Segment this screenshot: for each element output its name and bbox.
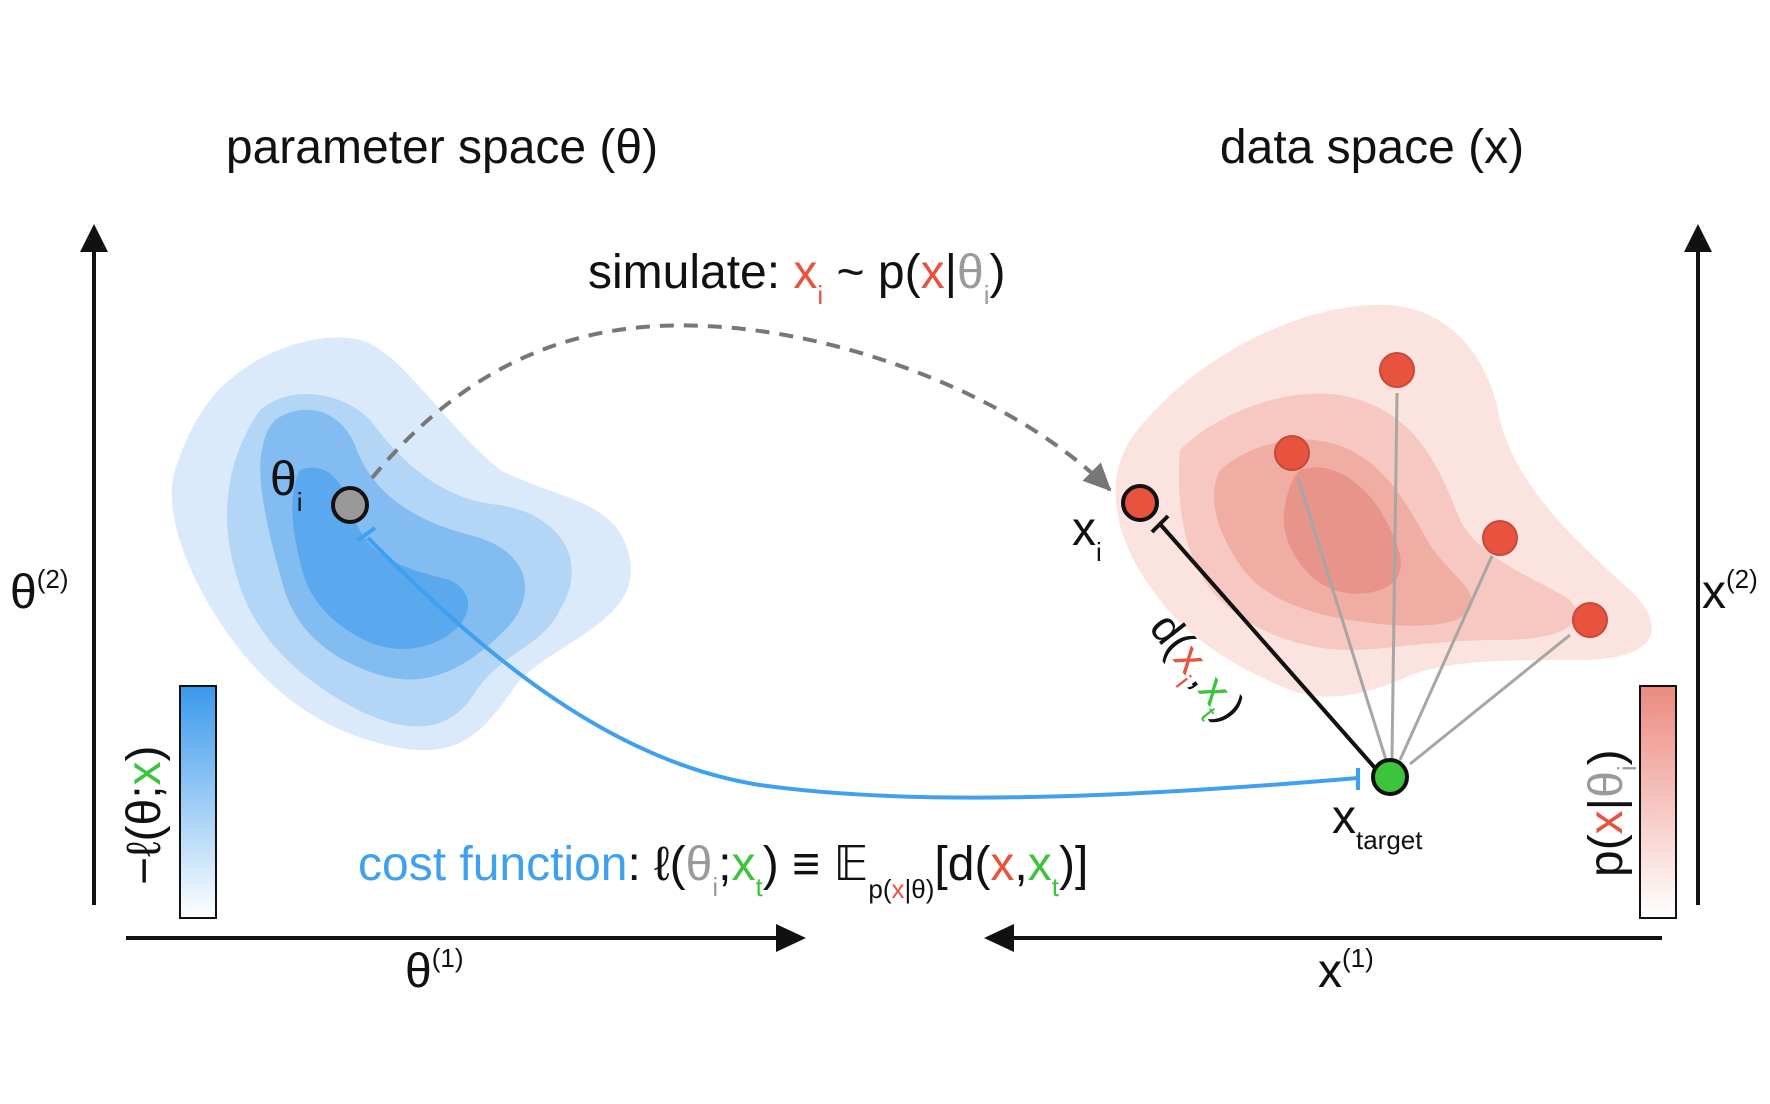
x-i-base: x: [1072, 503, 1096, 556]
cost-xt: x: [731, 838, 755, 891]
distance-line: [1158, 522, 1377, 770]
x2-axis-label: x(2): [1702, 564, 1758, 619]
theta-i-label: θi: [270, 453, 302, 517]
x-target-sub: target: [1356, 825, 1423, 855]
simulate-x2: x: [921, 246, 945, 299]
colorbar-theta-sub: i: [1612, 765, 1642, 771]
x1-axis-sup: (1): [1342, 943, 1374, 973]
x2-axis-sup: (2): [1726, 564, 1758, 594]
simulate-theta: θ: [957, 246, 984, 299]
cost-colorbar-label: −ℓ(θ;x): [118, 745, 171, 885]
cost-e-sub-bar: |θ): [905, 874, 935, 904]
data-density-contours: [1115, 304, 1652, 697]
simulate-x-sub: i: [817, 280, 823, 310]
colorbar-close: ): [118, 745, 171, 761]
parameter-space-title: parameter space (θ): [226, 121, 658, 174]
cost-xt-sub: t: [755, 872, 763, 902]
cost-ell: ℓ(: [654, 838, 686, 891]
theta-i-point: [331, 486, 369, 524]
simulate-close: ): [990, 246, 1006, 299]
x-i-label: xi: [1072, 503, 1102, 567]
cost-xt2-sub: t: [1052, 872, 1060, 902]
theta1-axis-sup: (1): [432, 943, 464, 973]
cost-curve-tee-theta: [356, 526, 377, 542]
likelihood-colorbar-label: p(x|θi): [1580, 749, 1642, 877]
cost-bracket: [d(: [934, 838, 990, 891]
distance-line-tee: [1150, 514, 1170, 534]
simulate-label: simulate: xi ~ p(x|θi): [588, 246, 1006, 310]
simulate-prefix: simulate:: [588, 246, 793, 299]
sample-point-3: [1482, 520, 1518, 556]
x-target-base: x: [1332, 791, 1356, 844]
x1-axis-label: x(1): [1318, 943, 1374, 998]
x1-axis-arrowhead: [984, 924, 1014, 952]
cost-theta-sub: i: [712, 872, 718, 902]
cost-semi: ;: [718, 838, 731, 891]
simulate-theta-sub: i: [984, 280, 990, 310]
sample-line-4: [1409, 633, 1571, 766]
sample-line-1: [1296, 477, 1388, 761]
colorbar-theta: θ: [1580, 771, 1633, 798]
cost-equiv: ) ≡: [763, 838, 834, 891]
colorbar-rclose: ): [1580, 749, 1633, 765]
cost-e-sub-x: x: [892, 874, 905, 904]
likelihood-colorbar: [1639, 685, 1677, 919]
sample-line-2: [1390, 392, 1399, 759]
parameter-density-contours: [171, 337, 631, 751]
cost-e-sub-p: p(: [868, 874, 891, 904]
theta1-axis-arrowhead: [776, 924, 806, 952]
theta-i-base: θ: [270, 453, 297, 506]
x-target-point: [1371, 758, 1409, 796]
cost-x: x: [990, 838, 1014, 891]
cost-feedback-curve: [366, 536, 1359, 800]
cost-xt2: x: [1028, 838, 1052, 891]
x-i-sub: i: [1096, 537, 1102, 567]
red-contour-core: [1283, 467, 1401, 594]
x2-axis-arrowhead: [1684, 224, 1712, 252]
simulate-bar: |: [945, 246, 957, 299]
x-i-point: [1121, 484, 1159, 522]
sample-distance-lines: [1296, 392, 1571, 766]
colorbar-x: x: [118, 761, 171, 785]
sample-line-3: [1398, 555, 1494, 761]
colorbar-p: p(: [1580, 834, 1633, 877]
sample-point-1: [1274, 435, 1310, 471]
sample-point-4: [1572, 602, 1608, 638]
simulate-x: x: [793, 246, 817, 299]
colorbar-rx: x: [1580, 810, 1633, 834]
cost-label: cost function: [358, 838, 627, 891]
cost-comma: ,: [1014, 838, 1027, 891]
data-space-title: data space (x): [1220, 121, 1524, 174]
theta2-axis-base: θ: [10, 566, 37, 619]
sample-point-2: [1379, 352, 1415, 388]
data-space-axes: [984, 224, 1712, 952]
cost-end: )]: [1059, 838, 1088, 891]
cost-theta: θ: [686, 838, 713, 891]
theta2-axis-arrowhead: [80, 224, 108, 252]
x-target-label: xtarget: [1332, 791, 1423, 855]
x1-axis-base: x: [1318, 945, 1342, 998]
x2-axis-base: x: [1702, 566, 1726, 619]
parameter-space-axes: [80, 224, 806, 952]
colorbar-minus-ell: −ℓ(θ;: [118, 785, 171, 885]
theta1-axis-label: θ(1): [405, 943, 463, 998]
theta-i-sub: i: [297, 487, 303, 517]
cost-expectation: 𝔼: [833, 838, 868, 891]
theta2-axis-sup: (2): [37, 564, 69, 594]
colorbar-bar: |: [1580, 798, 1633, 810]
simulate-tilde: ~ p(: [823, 246, 920, 299]
simulate-arrow: [370, 323, 1112, 492]
cost-colorbar: [179, 685, 217, 919]
cost-function-equation: cost function: ℓ(θi;xt) ≡ 𝔼p(x|θ)[d(x,xt…: [358, 838, 1088, 904]
cost-colon: :: [627, 838, 654, 891]
theta2-axis-label: θ(2): [10, 564, 68, 619]
theta1-axis-base: θ: [405, 945, 432, 998]
